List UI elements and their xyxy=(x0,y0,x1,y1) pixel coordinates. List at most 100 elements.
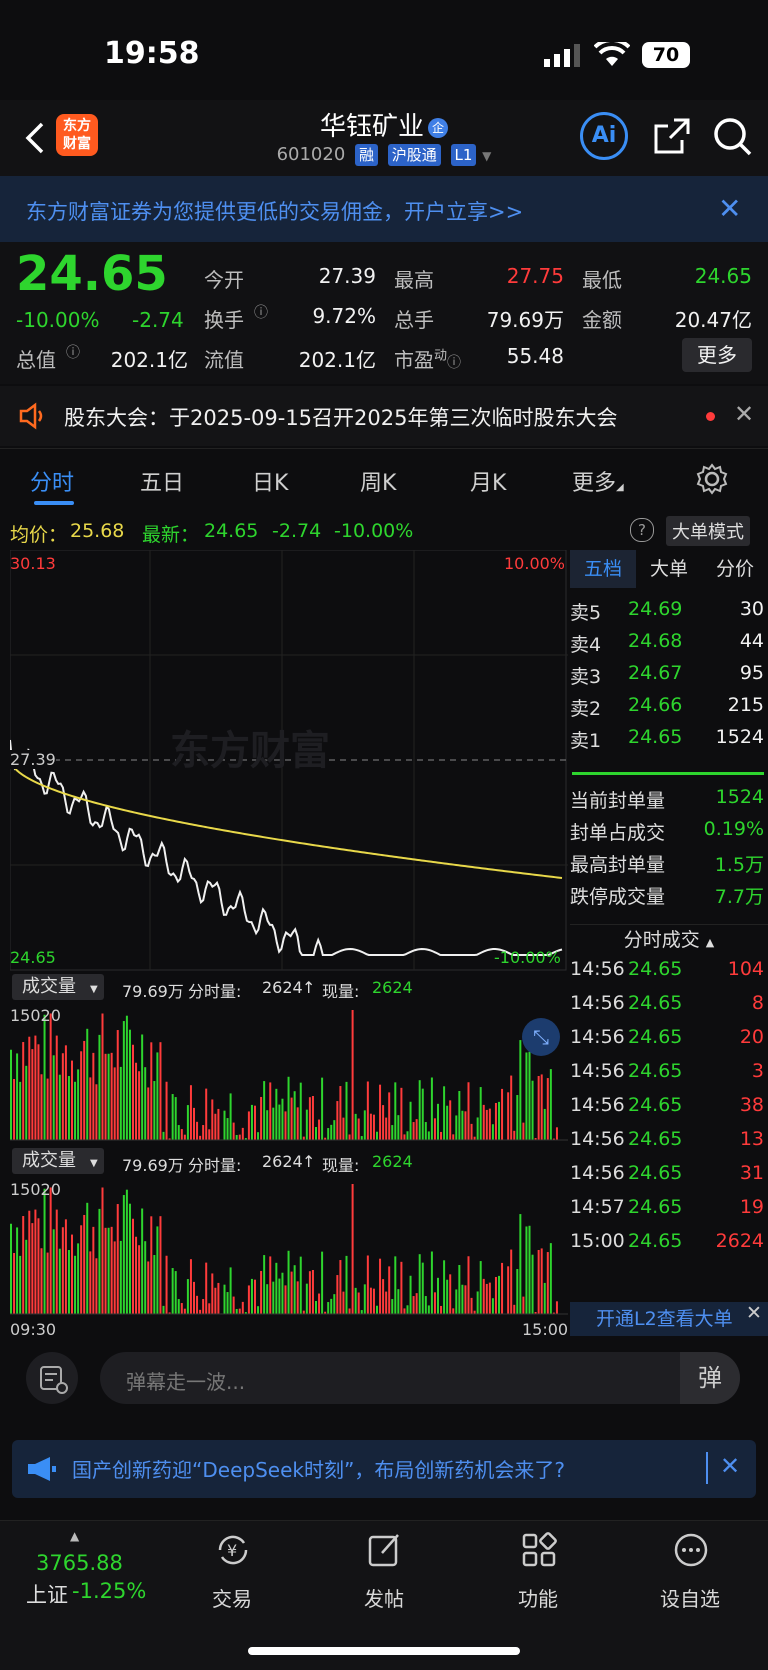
tab-daily-k[interactable]: 日K xyxy=(252,465,288,497)
volume-bar xyxy=(257,1306,259,1314)
high-value: 27.75 xyxy=(470,264,564,288)
volume-bar xyxy=(318,1120,320,1140)
volume-bar xyxy=(184,1135,186,1140)
close-icon[interactable]: ✕ xyxy=(720,1452,740,1480)
volume-bar xyxy=(346,1256,348,1314)
nav-post[interactable]: 发帖 xyxy=(334,1531,434,1621)
close-icon[interactable]: ✕ xyxy=(718,192,741,225)
promo-banner[interactable]: 东方财富证券为您提供更低的交易佣金，开户立享>> ✕ xyxy=(0,176,768,242)
volume-bar xyxy=(163,1306,165,1314)
volume-bar xyxy=(251,1105,253,1140)
volume-bar xyxy=(419,1080,421,1140)
tab-five-day[interactable]: 五日 xyxy=(140,465,184,497)
volume-bar xyxy=(132,1219,134,1314)
last-price: 24.65 xyxy=(16,246,168,302)
volume-bar xyxy=(425,1122,427,1140)
index-ticker[interactable]: ▲ 3765.88 上证 -1.25% xyxy=(0,1529,160,1629)
ask-price: 24.65 xyxy=(628,726,682,748)
avg-price-line xyxy=(10,758,562,878)
notice-bar[interactable]: 股东大会：于2025-09-15召开2025年第三次临时股东大会 ✕ xyxy=(0,386,768,446)
time-start-label: 09:30 xyxy=(10,1320,56,1339)
ask-level: 卖3 xyxy=(570,662,601,689)
stat-value: 1524 xyxy=(680,786,764,808)
big-order-mode-button[interactable]: 大单模式 xyxy=(666,516,750,546)
volume-label: 总手 xyxy=(394,304,434,333)
promo-text[interactable]: 东方财富证券为您提供更低的交易佣金，开户立享>> xyxy=(26,196,523,226)
volume-bar xyxy=(111,1227,113,1314)
volume-bar xyxy=(202,1299,204,1314)
volume-bar xyxy=(327,1302,329,1314)
volume-bar xyxy=(242,1302,244,1314)
danmaku-toggle-button[interactable]: 弹 xyxy=(680,1352,740,1404)
tab-five-levels[interactable]: 五档 xyxy=(570,550,636,588)
volume-bar xyxy=(541,1248,543,1314)
volume-bar xyxy=(452,1308,454,1314)
nav-functions[interactable]: 功能 xyxy=(488,1531,588,1621)
volume-bar xyxy=(355,1288,357,1314)
info-icon[interactable]: ⓘ xyxy=(254,302,268,322)
volume-bar xyxy=(464,1285,466,1314)
ad-text[interactable]: 国产创新药迎“DeepSeek时刻”，布局创新药机会来了? xyxy=(72,1454,565,1483)
tab-more[interactable]: 更多◢ xyxy=(572,465,624,497)
close-icon[interactable]: ✕ xyxy=(734,400,754,428)
volume-bar xyxy=(190,1259,192,1314)
volume-bar xyxy=(44,1189,46,1314)
gear-icon[interactable] xyxy=(696,463,728,495)
volume-bar xyxy=(199,1136,201,1140)
trade-volume: 2624 xyxy=(690,1230,764,1252)
notice-text[interactable]: 股东大会：于2025-09-15召开2025年第三次临时股东大会 xyxy=(64,402,617,432)
ai-assistant-button[interactable]: Ai xyxy=(580,112,628,160)
volume-bar xyxy=(510,1076,512,1140)
volume-bar xyxy=(385,1118,387,1140)
volume-bar xyxy=(266,1284,268,1314)
volume-bar xyxy=(440,1132,442,1140)
comment-bar: 弹幕走一波... 弹 xyxy=(0,1340,768,1430)
volume-bar xyxy=(95,1258,97,1314)
help-icon[interactable]: ? xyxy=(630,518,654,542)
volume-indicator-select[interactable]: 成交量▼ xyxy=(12,1148,104,1174)
volume-bar xyxy=(513,1131,515,1140)
volume-bar xyxy=(10,1050,12,1140)
trade-price: 24.65 xyxy=(628,1128,682,1150)
volume-bar xyxy=(80,1051,82,1140)
search-icon[interactable] xyxy=(712,116,754,158)
news-ad-banner[interactable]: 国产创新药迎“DeepSeek时刻”，布局创新药机会来了? ✕ xyxy=(12,1440,756,1498)
expand-icon[interactable]: ⤡ xyxy=(522,1018,560,1056)
l2-upgrade-banner[interactable]: 开通L2查看大单✕ xyxy=(570,1302,768,1336)
tab-monthly-k[interactable]: 月K xyxy=(470,465,506,497)
comment-list-icon[interactable] xyxy=(26,1352,78,1404)
nav-watchlist[interactable]: 设自选 xyxy=(640,1531,740,1621)
volume-indicator-select[interactable]: 成交量▼ xyxy=(12,974,104,1000)
volume-bar xyxy=(291,1272,293,1314)
share-icon[interactable] xyxy=(652,116,692,156)
intraday-chart[interactable]: 30.13 10.00% 27.39 24.65 -10.00% 东方财富 成交… xyxy=(10,550,568,1340)
tab-weekly-k[interactable]: 周K xyxy=(360,465,396,497)
market-cap-label: 总值 xyxy=(16,344,56,373)
now-volume-label: 现量: xyxy=(322,978,359,1002)
trade-price: 24.65 xyxy=(628,1196,682,1218)
more-button[interactable]: 更多 xyxy=(682,338,752,372)
volume-bar xyxy=(211,1099,213,1140)
nav-trade[interactable]: ¥ 交易 xyxy=(182,1531,282,1621)
volume-bar xyxy=(452,1134,454,1140)
volume-bar xyxy=(403,1308,405,1314)
volume-bar xyxy=(184,1309,186,1314)
close-icon[interactable]: ✕ xyxy=(746,1296,762,1330)
change-value: -2.74 xyxy=(132,308,184,332)
danmaku-input[interactable]: 弹幕走一波... 弹 xyxy=(100,1352,740,1404)
trade-volume: 38 xyxy=(690,1094,764,1116)
volume-total: 79.69万 xyxy=(122,978,184,1002)
info-icon[interactable]: ⓘ xyxy=(66,342,80,362)
tab-intraday[interactable]: 分时 xyxy=(30,465,74,497)
volume-bar xyxy=(312,1096,314,1140)
volume-bar xyxy=(413,1122,415,1140)
trades-title[interactable]: 分时成交 ▲ xyxy=(570,924,768,955)
tab-price-distribution[interactable]: 分价 xyxy=(702,550,768,588)
active-tab-indicator xyxy=(34,501,74,505)
tab-big-orders[interactable]: 大单 xyxy=(636,550,702,588)
stat-value: 1.5万 xyxy=(680,850,764,877)
